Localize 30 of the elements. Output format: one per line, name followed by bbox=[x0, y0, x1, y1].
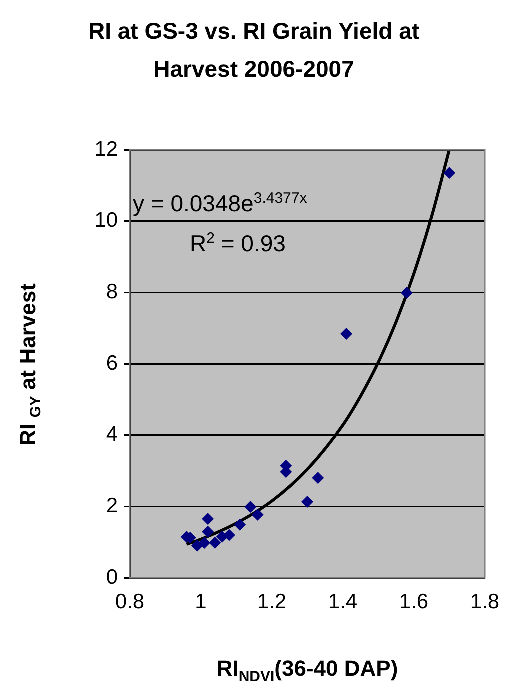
x-tick-label: 1.4 bbox=[328, 590, 358, 614]
y-tick-label: 0 bbox=[106, 566, 118, 589]
y-tick-label: 12 bbox=[94, 138, 118, 161]
x-tick-label: 1.2 bbox=[257, 590, 287, 614]
point bbox=[202, 526, 214, 538]
point bbox=[340, 328, 353, 340]
point bbox=[209, 537, 222, 550]
y-tick-label: 10 bbox=[94, 209, 118, 232]
y-tick-label: 6 bbox=[106, 352, 118, 375]
point bbox=[198, 537, 211, 550]
point bbox=[244, 501, 257, 514]
x-tick-label: 1.6 bbox=[399, 590, 429, 614]
point bbox=[191, 540, 204, 552]
annotation: y = 0.0348e$^{3.4377x}$ bbox=[133, 190, 308, 218]
point bbox=[202, 513, 214, 526]
y-tick-label: 4 bbox=[106, 423, 118, 446]
point bbox=[252, 508, 264, 521]
point bbox=[444, 167, 456, 180]
point bbox=[234, 518, 246, 531]
point bbox=[400, 287, 413, 300]
y-tick-label: 2 bbox=[106, 494, 118, 518]
point bbox=[302, 496, 314, 508]
point bbox=[312, 472, 324, 484]
x-tick-label: 1.8 bbox=[470, 590, 500, 614]
x-tick-label: 0.8 bbox=[115, 590, 145, 614]
annotation: R$^{2}$ = 0.93 bbox=[190, 230, 286, 258]
y-tick-label: 8 bbox=[106, 280, 118, 304]
x-axis-title: RI$_{NDVI}$(36-40 DAP) bbox=[216, 656, 400, 686]
chart-title: RI at GS-3 vs. RI Grain Yield at Harvest 2006-2007 bbox=[87, 17, 421, 84]
x-tick-label: 1 bbox=[195, 590, 207, 614]
